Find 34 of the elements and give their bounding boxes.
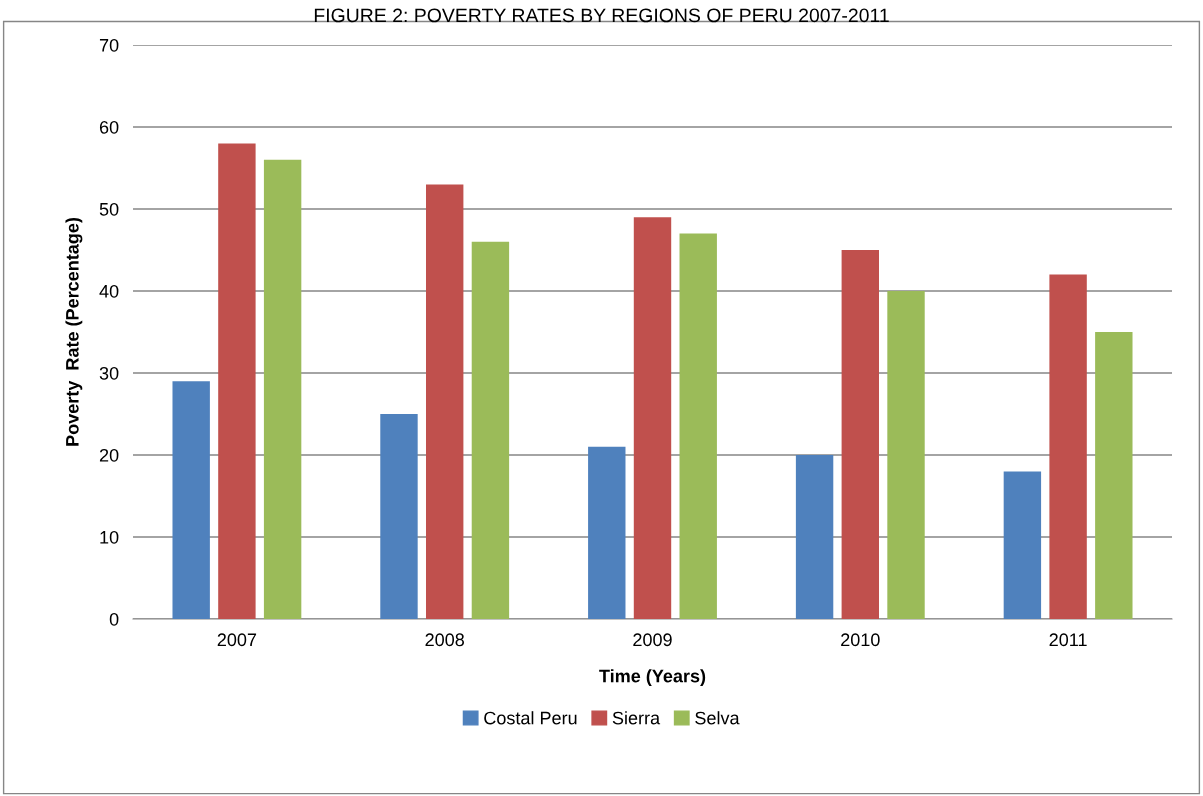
y-tick-label: 20 <box>99 448 119 462</box>
y-tick-label: 10 <box>100 530 119 544</box>
legend-label: Sierra <box>612 711 661 725</box>
x-tick-label: 2009 <box>633 633 672 647</box>
bar <box>1003 471 1042 619</box>
bar <box>263 159 302 619</box>
bar <box>471 241 510 619</box>
bar <box>588 446 626 619</box>
x-axis-title: Time (Years) <box>599 669 706 686</box>
bar <box>795 455 834 619</box>
y-tick-label: 30 <box>99 366 119 380</box>
x-tick-label: 2011 <box>1049 633 1087 647</box>
y-tick-label: 50 <box>99 202 119 216</box>
y-axis-title: Poverty Rate (Percentage) <box>65 217 83 446</box>
x-tick-label: 2007 <box>217 633 257 647</box>
bar <box>380 414 418 619</box>
bar <box>1049 274 1087 619</box>
bar <box>426 184 464 619</box>
x-tick-label: 2008 <box>425 633 464 647</box>
bar <box>633 217 672 619</box>
x-tick-label: 2010 <box>841 633 880 647</box>
y-tick-label: 60 <box>99 120 119 134</box>
y-tick-label: 40 <box>99 284 119 298</box>
bar <box>841 250 879 619</box>
legend-label: Costal Peru <box>484 711 577 725</box>
bar <box>679 233 717 619</box>
chart-title: FIGURE 2: POVERTY RATES BY REGIONS OF PERU 2007-2011 <box>314 8 889 23</box>
y-tick-label: 70 <box>99 38 119 52</box>
bar <box>218 143 256 619</box>
y-tick-label: 0 <box>109 612 119 626</box>
legend-label: Selva <box>695 711 740 725</box>
bar <box>1095 332 1133 619</box>
bar <box>172 381 210 619</box>
bar <box>887 291 925 619</box>
